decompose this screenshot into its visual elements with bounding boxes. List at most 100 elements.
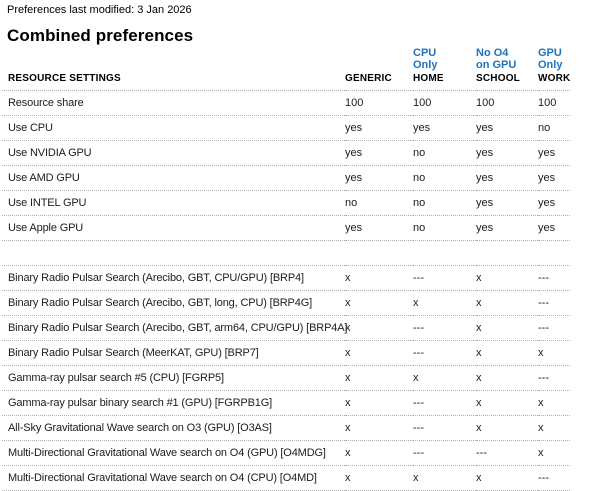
row-label: All-Sky Gravitational Wave search on O3 … bbox=[2, 415, 345, 441]
cell-value: 100 bbox=[476, 90, 538, 116]
cell-value: --- bbox=[413, 440, 476, 466]
cell-value: 100 bbox=[413, 90, 476, 116]
cell-value: yes bbox=[476, 115, 538, 141]
last-modified-text: Preferences last modified: 3 Jan 2026 bbox=[7, 4, 192, 16]
row-label: Resource share bbox=[2, 90, 345, 116]
cell-value: x bbox=[538, 440, 570, 466]
cell-value: no bbox=[413, 165, 476, 191]
cell-value: x bbox=[413, 465, 476, 491]
table-row: Binary Radio Pulsar Search (Arecibo, GBT… bbox=[2, 265, 570, 291]
venue-name-label: HOME bbox=[413, 73, 444, 84]
venue-desc-link[interactable]: Only bbox=[538, 59, 563, 71]
cell-value: x bbox=[413, 290, 476, 316]
cell-value: x bbox=[345, 465, 413, 491]
venue-name-label: GENERIC bbox=[345, 73, 392, 84]
row-label: Binary Radio Pulsar Search (Arecibo, GBT… bbox=[2, 265, 345, 291]
cell-value: yes bbox=[538, 165, 570, 191]
table-row: Binary Radio Pulsar Search (MeerKAT, GPU… bbox=[2, 340, 570, 366]
table-row: All-Sky Gravitational Wave search on O3 … bbox=[2, 415, 570, 441]
venue-desc-link[interactable]: on GPU bbox=[476, 59, 517, 71]
venue-column-home: CPU Only HOME bbox=[413, 45, 476, 91]
cell-value: --- bbox=[413, 390, 476, 416]
venue-desc-link[interactable]: Only bbox=[413, 59, 438, 71]
cell-value bbox=[413, 240, 476, 266]
cell-value: x bbox=[476, 390, 538, 416]
cell-value bbox=[345, 240, 413, 266]
row-label: Multi-Directional Gravitational Wave sea… bbox=[2, 440, 345, 466]
cell-value bbox=[538, 240, 570, 266]
table-row: Binary Radio Pulsar Search (Arecibo, GBT… bbox=[2, 315, 570, 341]
cell-value: x bbox=[345, 415, 413, 441]
cell-value: yes bbox=[476, 190, 538, 216]
cell-value: no bbox=[538, 115, 570, 141]
table-row: Use NVIDIA GPU yes no yes yes bbox=[2, 140, 570, 166]
cell-value: yes bbox=[538, 215, 570, 241]
cell-value: yes bbox=[476, 215, 538, 241]
cell-value: 100 bbox=[345, 90, 413, 116]
cell-value: x bbox=[538, 415, 570, 441]
cell-value: --- bbox=[476, 440, 538, 466]
cell-value: x bbox=[345, 365, 413, 391]
table-row: Multi-Directional Gravitational Wave sea… bbox=[2, 465, 570, 491]
cell-value: yes bbox=[538, 190, 570, 216]
row-label: Use CPU bbox=[2, 115, 345, 141]
cell-value: yes bbox=[476, 140, 538, 166]
table-row: Use AMD GPU yes no yes yes bbox=[2, 165, 570, 191]
table-header-row: RESOURCE SETTINGS GENERIC CPU Only HOME … bbox=[2, 45, 570, 91]
row-label: Binary Radio Pulsar Search (MeerKAT, GPU… bbox=[2, 340, 345, 366]
cell-value: yes bbox=[345, 165, 413, 191]
cell-value: x bbox=[476, 465, 538, 491]
table-row: Gamma-ray pulsar search #5 (CPU) [FGRP5]… bbox=[2, 365, 570, 391]
cell-value: no bbox=[413, 190, 476, 216]
cell-value: no bbox=[345, 190, 413, 216]
cell-value: x bbox=[345, 390, 413, 416]
cell-value: --- bbox=[413, 415, 476, 441]
row-label: Use NVIDIA GPU bbox=[2, 140, 345, 166]
preferences-table: RESOURCE SETTINGS GENERIC CPU Only HOME … bbox=[2, 45, 570, 491]
cell-value: yes bbox=[345, 215, 413, 241]
table-rows: Resource share 100 100 100 100 Use CPU yes yes y… bbox=[2, 90, 570, 491]
cell-value: --- bbox=[538, 465, 570, 491]
table-row: Gamma-ray pulsar binary search #1 (GPU) … bbox=[2, 390, 570, 416]
cell-value: x bbox=[413, 365, 476, 391]
venue-desc-link[interactable]: GPU bbox=[538, 47, 562, 59]
cell-value: x bbox=[476, 290, 538, 316]
page-title: Combined preferences bbox=[7, 26, 194, 45]
venue-name-label: SCHOOL bbox=[476, 73, 520, 84]
cell-value: x bbox=[345, 290, 413, 316]
venue-name-label: WORK bbox=[538, 73, 571, 84]
row-label: Binary Radio Pulsar Search (Arecibo, GBT… bbox=[2, 315, 347, 341]
cell-value: yes bbox=[345, 115, 413, 141]
cell-value: --- bbox=[413, 315, 476, 341]
cell-value: 100 bbox=[538, 90, 570, 116]
cell-value: --- bbox=[538, 265, 570, 291]
venue-desc-link[interactable]: No O4 bbox=[476, 47, 509, 59]
cell-value: x bbox=[476, 315, 538, 341]
cell-value: no bbox=[413, 140, 476, 166]
venue-column-school: No O4 on GPU SCHOOL bbox=[476, 45, 538, 91]
row-label: Gamma-ray pulsar search #5 (CPU) [FGRP5] bbox=[2, 365, 345, 391]
row-label: Use INTEL GPU bbox=[2, 190, 345, 216]
cell-value: --- bbox=[538, 315, 570, 341]
row-label: Use AMD GPU bbox=[2, 165, 345, 191]
section-separator-row bbox=[2, 240, 570, 266]
cell-value: yes bbox=[413, 115, 476, 141]
cell-value: yes bbox=[476, 165, 538, 191]
venue-column-generic: GENERIC bbox=[345, 45, 413, 91]
cell-value: --- bbox=[538, 290, 570, 316]
venue-desc-link[interactable]: CPU bbox=[413, 47, 437, 59]
cell-value: x bbox=[345, 340, 413, 366]
table-row: Resource share 100 100 100 100 bbox=[2, 90, 570, 116]
table-row: Use INTEL GPU no no yes yes bbox=[2, 190, 570, 216]
cell-value: no bbox=[413, 215, 476, 241]
cell-value: --- bbox=[413, 265, 476, 291]
table-row: Multi-Directional Gravitational Wave sea… bbox=[2, 440, 570, 466]
table-row: Binary Radio Pulsar Search (Arecibo, GBT… bbox=[2, 290, 570, 316]
cell-value: --- bbox=[538, 365, 570, 391]
table-row: Use Apple GPU yes no yes yes bbox=[2, 215, 570, 241]
cell-value: --- bbox=[413, 340, 476, 366]
row-label: Multi-Directional Gravitational Wave sea… bbox=[2, 465, 345, 491]
venue-column-work: GPU Only WORK bbox=[538, 45, 570, 91]
cell-value: x bbox=[345, 315, 413, 341]
